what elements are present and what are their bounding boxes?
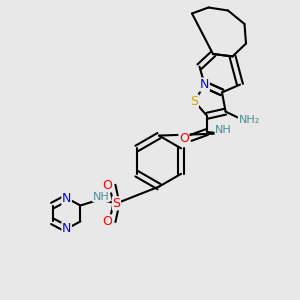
- Text: S: S: [190, 95, 198, 108]
- Text: NH₂: NH₂: [238, 115, 260, 125]
- Text: O: O: [102, 215, 112, 228]
- Text: N: N: [62, 222, 71, 236]
- Text: S: S: [112, 197, 120, 210]
- Text: N: N: [62, 191, 71, 205]
- Text: O: O: [179, 131, 189, 145]
- Text: NH: NH: [215, 125, 232, 136]
- Text: O: O: [102, 179, 112, 192]
- Text: NH: NH: [93, 191, 110, 202]
- Text: N: N: [200, 78, 209, 91]
